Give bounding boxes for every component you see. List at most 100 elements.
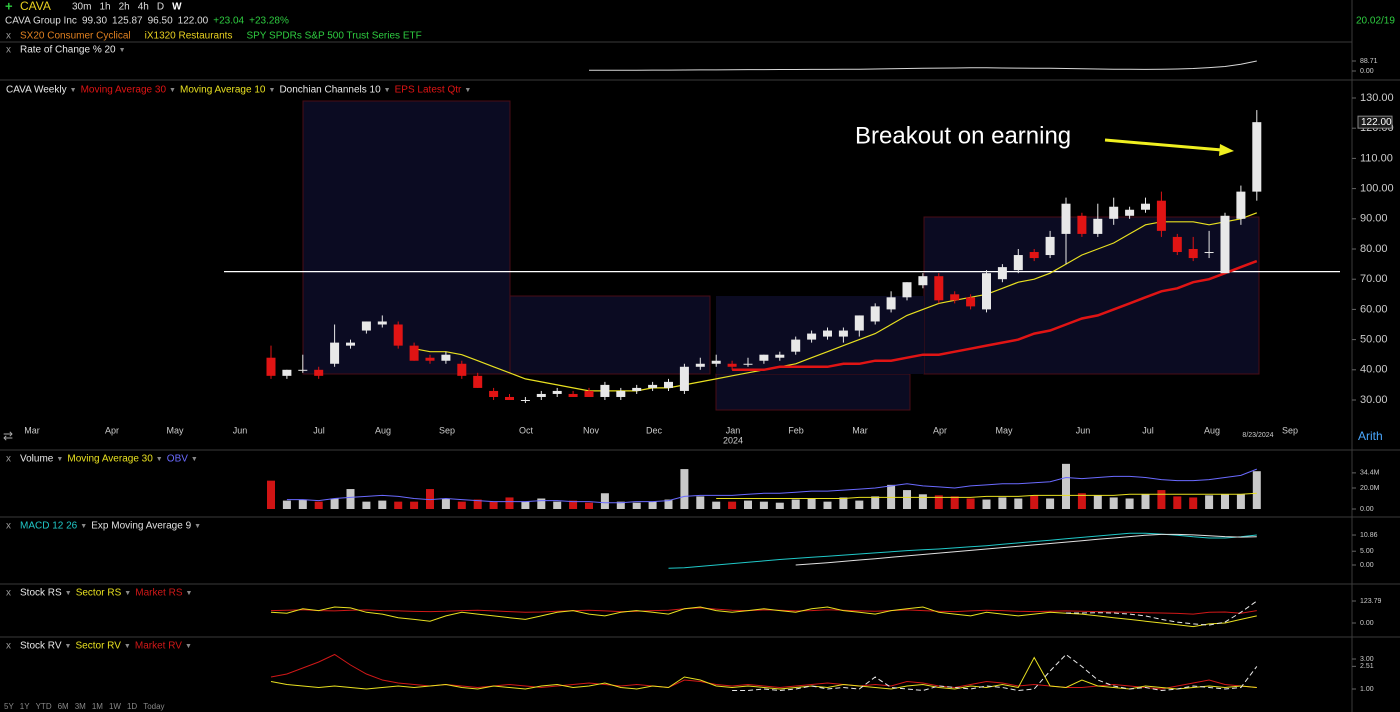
volume-bar — [362, 501, 371, 509]
pane-legend[interactable]: CAVA Weekly — [6, 85, 67, 96]
candle-body — [409, 345, 419, 361]
volume-bar — [696, 496, 705, 509]
indicator-line — [589, 60, 1257, 71]
candle-body — [775, 354, 785, 358]
timeframe-button[interactable]: D — [157, 2, 164, 13]
candle-body — [600, 384, 610, 397]
candle-body — [1220, 215, 1230, 274]
candle-body — [838, 330, 848, 337]
pane-legend[interactable]: MACD 12 26 — [20, 521, 78, 532]
volume-bar — [1046, 498, 1055, 509]
expand-icon[interactable]: ⇄ — [3, 429, 13, 443]
symbol[interactable]: CAVA — [20, 0, 51, 13]
candle-body — [997, 267, 1007, 280]
volume-bar — [298, 499, 307, 509]
volume-bar — [1030, 495, 1039, 509]
range-button[interactable]: 3M — [75, 702, 86, 711]
volume-bar — [394, 501, 403, 509]
pane-legend[interactable]: Moving Average 30 — [81, 85, 167, 96]
volume-bar — [1093, 495, 1102, 509]
candle-body — [489, 390, 499, 397]
x-tick-label: May — [995, 425, 1013, 435]
volume-bar — [569, 500, 578, 509]
pane-legend[interactable]: EPS Latest Qtr — [395, 85, 462, 96]
timeframe-button[interactable]: 1h — [99, 2, 110, 13]
range-button[interactable]: 5Y — [4, 702, 14, 711]
candle-body — [934, 276, 944, 301]
timeframe-button[interactable]: 2h — [119, 2, 130, 13]
y-tick-label: 110.00 — [1360, 152, 1393, 164]
pane-legend[interactable]: Donchian Channels 10 — [279, 85, 381, 96]
volume-bar — [553, 501, 562, 509]
candle-body — [966, 297, 976, 307]
y-tick-label: 0.00 — [1360, 68, 1374, 75]
candle-body — [568, 393, 578, 397]
candle-body — [854, 315, 864, 331]
candle-body — [584, 390, 594, 397]
dropdown-arrow: ▼ — [191, 456, 198, 463]
dropdown-arrow: ▼ — [124, 643, 131, 650]
volume-bar — [871, 496, 880, 509]
timeframe-button[interactable]: 4h — [138, 2, 149, 13]
volume-bar — [616, 501, 625, 509]
related-symbol[interactable]: SX20 Consumer Cyclical — [20, 31, 131, 42]
range-button[interactable]: 1D — [127, 702, 137, 711]
pane-legend[interactable]: Moving Average 30 — [67, 454, 153, 465]
x-tick-label: Aug — [375, 425, 391, 435]
candle-body — [807, 333, 817, 340]
candle-body — [266, 357, 276, 376]
pane-legend[interactable]: Market RV — [135, 641, 182, 652]
candle-body — [330, 342, 340, 364]
related-symbol[interactable]: SPY SPDRs S&P 500 Trust Series ETF — [246, 31, 421, 42]
quote-value: 122.00 — [178, 16, 209, 27]
volume-bar — [505, 497, 514, 509]
candle-body — [791, 339, 801, 352]
pane-legend[interactable]: Exp Moving Average 9 — [91, 521, 191, 532]
x-tick-label: Jul — [1142, 425, 1154, 435]
candle-body — [536, 393, 546, 397]
candle-body — [711, 360, 721, 364]
related-symbol[interactable]: iX1320 Restaurants — [145, 31, 233, 42]
candle-body — [727, 363, 737, 367]
pane-legend[interactable]: Moving Average 10 — [180, 85, 266, 96]
range-button[interactable]: 1Y — [20, 702, 30, 711]
pane-legend[interactable]: Rate of Change % 20 — [20, 45, 116, 56]
range-button[interactable]: 6M — [58, 702, 69, 711]
range-button[interactable]: YTD — [36, 702, 52, 711]
add-icon[interactable]: + — [5, 0, 13, 13]
range-button[interactable]: Today — [143, 702, 164, 711]
pane-legend[interactable]: Sector RV — [76, 641, 122, 652]
timeframe-button[interactable]: 30m — [72, 2, 91, 13]
indicator-line — [732, 653, 1258, 692]
price-badge-label: 122.00 — [1361, 117, 1392, 128]
range-button[interactable]: 1M — [92, 702, 103, 711]
year-label: 2024 — [723, 435, 743, 445]
pane-legend[interactable]: Volume — [20, 454, 54, 465]
candle-body — [616, 390, 626, 397]
volume-bar — [950, 496, 959, 509]
volume-bar — [1141, 494, 1150, 509]
x-tick-label: Jun — [1076, 425, 1091, 435]
x-tick-label: Sep — [1282, 425, 1298, 435]
pane-legend[interactable]: OBV — [167, 454, 188, 465]
pane-legend[interactable]: Stock RV — [20, 641, 62, 652]
pane-legend[interactable]: Stock RS — [20, 588, 62, 599]
timeframe-button[interactable]: W — [172, 2, 182, 13]
volume-bar — [934, 495, 943, 509]
volume-bar — [664, 499, 673, 509]
x-tick-label: Jul — [313, 425, 325, 435]
x-tick-label: Mar — [852, 425, 868, 435]
y-tick-label: 10.86 — [1360, 532, 1378, 539]
volume-bar — [1014, 498, 1023, 509]
volume-bar — [632, 502, 641, 509]
pane-legend[interactable]: Market RS — [135, 588, 183, 599]
range-button[interactable]: 1W — [109, 702, 121, 711]
volume-bar — [521, 501, 530, 509]
close-x: x — [6, 588, 11, 599]
scale-mode[interactable]: Arith — [1358, 429, 1383, 443]
candle-body — [1125, 209, 1135, 216]
pane-legend[interactable]: Sector RS — [76, 588, 122, 599]
volume-bar — [680, 469, 689, 509]
candle-body — [1109, 206, 1119, 219]
